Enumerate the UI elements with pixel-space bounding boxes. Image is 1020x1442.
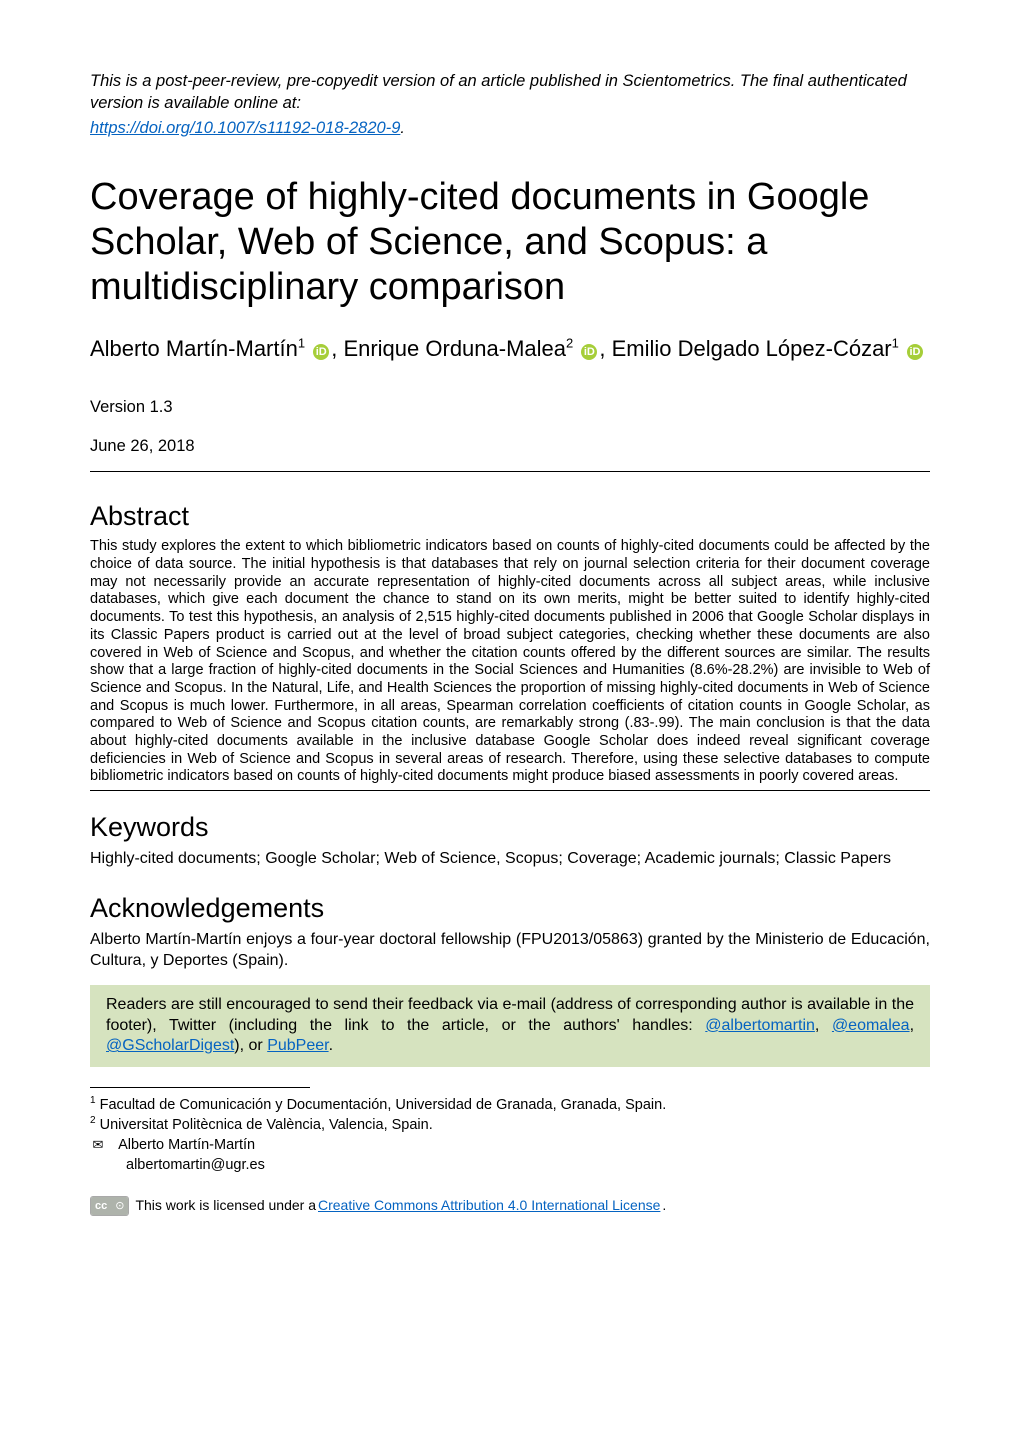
author-3-name: Emilio Delgado López-Cózar [612, 336, 892, 361]
callout-text-post: . [329, 1037, 333, 1054]
twitter-handle-link[interactable]: @albertomartin [705, 1017, 815, 1034]
abstract-heading: Abstract [90, 498, 930, 534]
envelope-icon: ✉ [90, 1136, 106, 1154]
corresponding-email: albertomartin@ugr.es [126, 1155, 930, 1175]
feedback-callout: Readers are still encouraged to send the… [90, 985, 930, 1066]
footnote-1: 1 Facultad de Comunicación y Documentaci… [90, 1094, 930, 1115]
twitter-handle-link[interactable]: @GScholarDigest [106, 1037, 234, 1054]
divider [90, 471, 930, 472]
license-text-post: . [662, 1196, 666, 1215]
acknowledgements-heading: Acknowledgements [90, 890, 930, 926]
date-line: June 26, 2018 [90, 435, 930, 457]
author-1-name: Alberto Martín-Martín [90, 336, 298, 361]
pubpeer-link[interactable]: PubPeer [267, 1037, 328, 1054]
footnote-2-text: Universitat Politècnica de València, Val… [100, 1117, 433, 1133]
author-2-affil: 2 [566, 335, 573, 350]
keywords-body: Highly-cited documents; Google Scholar; … [90, 849, 930, 869]
license-text-pre: This work is licensed under a [135, 1196, 316, 1215]
author-1-affil: 1 [298, 335, 305, 350]
corresponding-name: Alberto Martín-Martín [118, 1137, 255, 1153]
twitter-handle-link[interactable]: @eomalea [832, 1017, 910, 1034]
acknowledgements-body: Alberto Martín-Martín enjoys a four-year… [90, 930, 930, 971]
orcid-icon[interactable]: iD [907, 344, 923, 360]
orcid-icon[interactable]: iD [581, 344, 597, 360]
divider [90, 790, 930, 791]
corresponding-author: ✉ Alberto Martín-Martín albertomartin@ug… [90, 1135, 930, 1176]
version-line: Version 1.3 [90, 396, 930, 418]
page-title: Coverage of highly-cited documents in Go… [90, 175, 930, 309]
authors-line: Alberto Martín-Martín1 iD, Enrique Ordun… [90, 334, 930, 365]
preprint-note: This is a post-peer-review, pre-copyedit… [90, 70, 930, 115]
footnote-2: 2 Universitat Politècnica de València, V… [90, 1114, 930, 1135]
license-row: cc⊙ This work is licensed under a Creati… [90, 1196, 930, 1216]
preprint-link-wrap: https://doi.org/10.1007/s11192-018-2820-… [90, 117, 930, 140]
license-link[interactable]: Creative Commons Attribution 4.0 Interna… [318, 1196, 660, 1215]
cc-by-icon: cc⊙ [90, 1196, 129, 1216]
abstract-body: This study explores the extent to which … [90, 538, 930, 786]
author-3-affil: 1 [892, 335, 899, 350]
footnote-1-text: Facultad de Comunicación y Documentación… [100, 1097, 667, 1113]
author-2-name: Enrique Orduna-Malea [343, 336, 566, 361]
preprint-doi-link[interactable]: https://doi.org/10.1007/s11192-018-2820-… [90, 119, 400, 137]
callout-text-mid: ), or [234, 1037, 267, 1054]
keywords-heading: Keywords [90, 809, 930, 845]
footnotes-divider [90, 1087, 310, 1088]
orcid-icon[interactable]: iD [313, 344, 329, 360]
